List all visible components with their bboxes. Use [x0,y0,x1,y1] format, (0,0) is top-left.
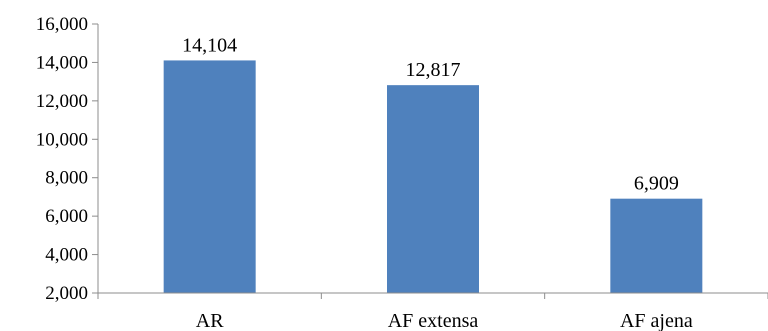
bars [163,60,703,294]
y-tick-label: 4,000 [45,245,88,266]
category-label: AF extensa [388,310,479,331]
bar-value-label: 6,909 [634,173,679,195]
data-labels: 14,104 12,817 6,909 [182,34,679,194]
bar-value-label: 14,104 [182,34,237,56]
y-tick-label: 2,000 [45,283,88,304]
bar-value-label: 12,817 [406,59,461,81]
bar [610,198,703,293]
bar [163,60,256,294]
category-label: AR [196,310,224,331]
y-tick-label: 16,000 [36,14,88,35]
y-tick-label: 8,000 [45,168,88,189]
category-labels: AR AF extensa AF ajena [196,310,693,331]
bar [387,85,479,293]
x-axis-ticks [97,293,768,299]
category-label: AF ajena [620,310,693,331]
y-tick-label: 10,000 [36,129,88,150]
y-axis-ticks: 2,000 4,000 6,000 8,000 10,000 12,000 14,000 16… [36,14,98,304]
y-tick-label: 12,000 [36,91,88,112]
y-tick-label: 6,000 [45,206,88,227]
y-tick-label: 14,000 [36,52,88,73]
